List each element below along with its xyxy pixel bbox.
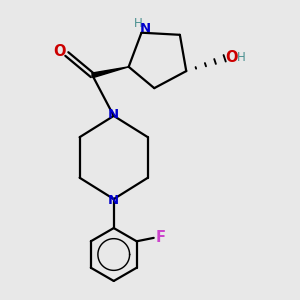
Text: N: N: [108, 108, 119, 121]
Text: F: F: [156, 230, 166, 245]
Text: H: H: [134, 17, 142, 30]
Text: H: H: [236, 51, 245, 64]
Polygon shape: [92, 67, 129, 78]
Text: N: N: [139, 22, 150, 35]
Text: O: O: [53, 44, 65, 59]
Text: O: O: [226, 50, 238, 65]
Text: N: N: [108, 194, 119, 207]
